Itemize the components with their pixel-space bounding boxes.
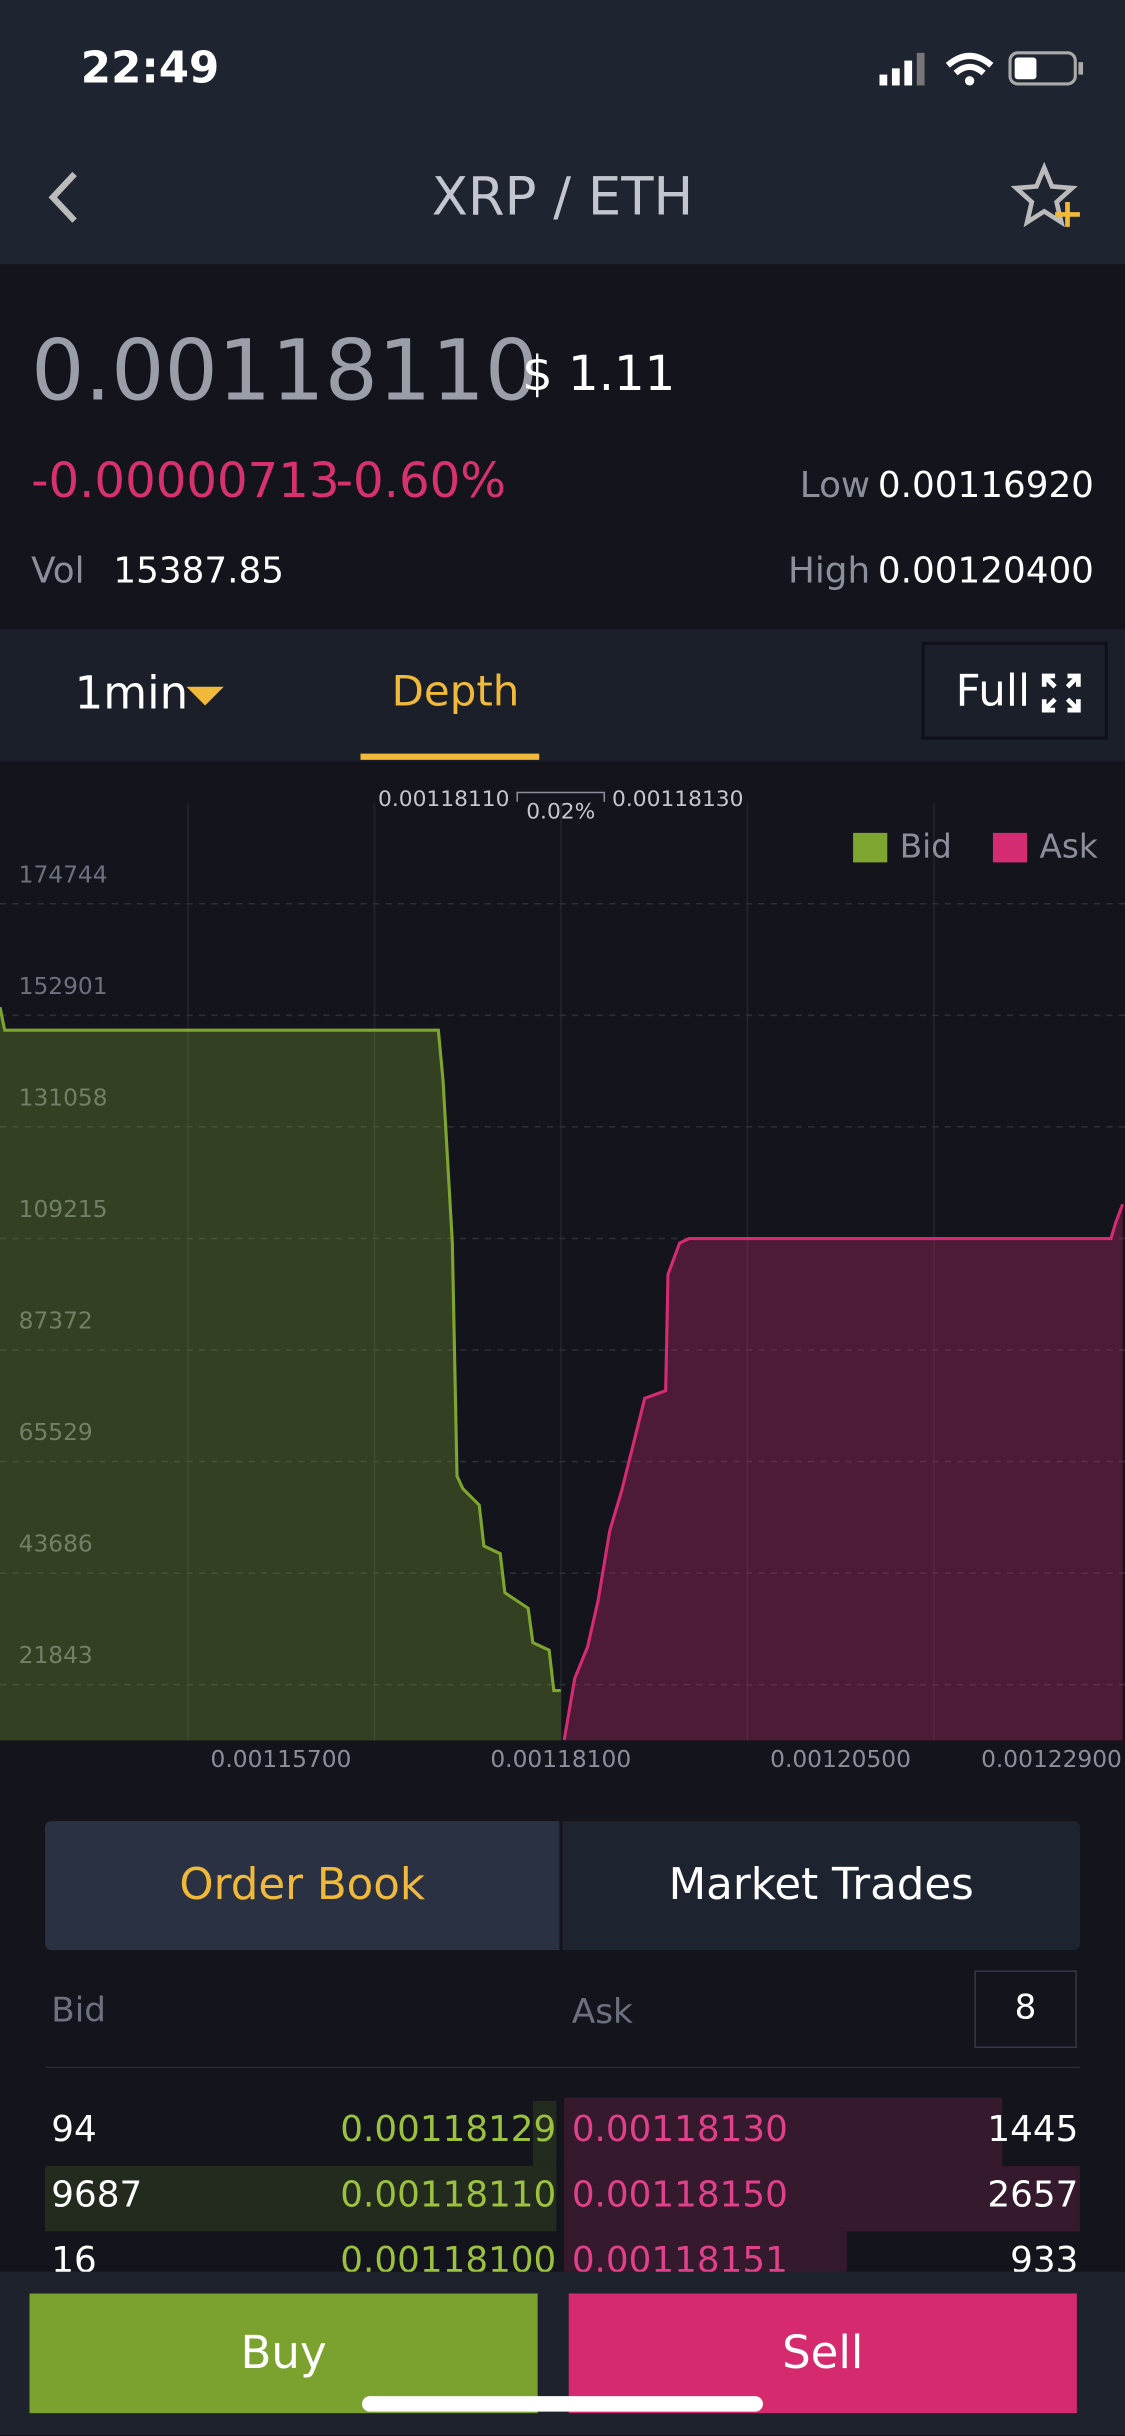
bid-qty: 9687 xyxy=(51,2175,143,2216)
legend-label: Ask xyxy=(1040,827,1098,865)
best-bid-label: 0.00118110 xyxy=(378,787,509,812)
order-book-tab[interactable] xyxy=(45,1821,560,1951)
bid-price: 0.00118129 xyxy=(340,2110,557,2151)
price-change-percent: -0.60% xyxy=(335,453,507,510)
back-button[interactable] xyxy=(44,168,91,230)
ask-depth-bar xyxy=(564,2231,847,2278)
tab-underline xyxy=(360,753,540,760)
last-price: 0.00118110 xyxy=(31,321,539,420)
legend-swatch xyxy=(992,832,1028,863)
low-label: Low xyxy=(799,466,871,507)
ask-depth-bar xyxy=(564,2166,1080,2232)
market-trades-label: Market Trades xyxy=(668,1858,974,1910)
y-tick-label: 152901 xyxy=(19,973,108,1000)
interval-tab[interactable]: 1min xyxy=(74,666,189,720)
y-tick-label: 21843 xyxy=(19,1642,93,1669)
bid-qty: 94 xyxy=(51,2110,97,2151)
x-tick-label: 0.00118100 xyxy=(490,1746,631,1773)
low-value: 0.00116920 xyxy=(877,466,1094,507)
status-icons xyxy=(879,51,1084,86)
divider xyxy=(45,2066,1080,2069)
ask-header: Ask xyxy=(571,1993,633,2033)
depth-line xyxy=(0,1006,561,1693)
y-tick-label: 131058 xyxy=(19,1084,108,1111)
bid-header: Bid xyxy=(51,1992,106,2031)
x-tick-label: 0.00120500 xyxy=(770,1746,911,1773)
x-tick-label: 0.00122900 xyxy=(981,1746,1122,1773)
status-time: 22:49 xyxy=(80,41,220,94)
pair-title: XRP / ETH xyxy=(431,166,694,229)
depth-tab[interactable]: Depth xyxy=(391,668,520,717)
vol-value: 15387.85 xyxy=(113,551,284,593)
order-book-label: Order Book xyxy=(179,1858,426,1910)
sell-button[interactable]: Sell xyxy=(568,2293,1077,2414)
y-tick-label: 87372 xyxy=(19,1308,93,1335)
fullscreen-icon xyxy=(1041,673,1081,713)
ask-qty: 2657 xyxy=(987,2175,1079,2216)
bid-depth-bar xyxy=(45,2166,557,2232)
best-ask-label: 0.00118130 xyxy=(612,787,743,812)
ask-depth-bar xyxy=(564,2097,1003,2167)
depth-line xyxy=(562,1203,1125,1741)
y-tick-label: 109215 xyxy=(19,1196,108,1223)
ask-qty: 1445 xyxy=(987,2110,1079,2151)
high-label: High xyxy=(788,551,871,593)
y-tick-label: 174744 xyxy=(19,861,108,888)
bid-price: 0.00118110 xyxy=(340,2175,557,2216)
favorite-button[interactable] xyxy=(1010,161,1085,230)
x-tick-label: 0.00115700 xyxy=(211,1746,352,1773)
ask-price: 0.00118130 xyxy=(571,2110,788,2151)
precision-selector[interactable]: 8 xyxy=(974,1970,1077,2049)
header-bg xyxy=(0,0,1125,265)
spread-bracket xyxy=(516,791,606,802)
depth-area xyxy=(564,1204,1123,1741)
bid-depth-bar xyxy=(532,2100,557,2167)
full-label: Full xyxy=(955,665,1031,717)
legend-swatch xyxy=(853,832,888,863)
depth-area xyxy=(0,1007,561,1741)
market-trades-tab[interactable] xyxy=(562,1821,1080,1951)
ask-price: 0.00118150 xyxy=(571,2175,788,2216)
spread-label: 0.02% xyxy=(526,800,595,825)
buy-button[interactable]: Buy xyxy=(29,2293,538,2414)
price-change: -0.00000713 xyxy=(31,453,340,510)
legend-label: Bid xyxy=(900,827,952,865)
usd-price: $ 1.11 xyxy=(522,346,676,403)
home-indicator xyxy=(362,2396,763,2412)
depth-chart: 21843 43686 65529 87372 109215 131058 152901 17… xyxy=(0,787,1125,1773)
y-tick-label: 65529 xyxy=(19,1419,93,1446)
full-button[interactable] xyxy=(921,641,1108,740)
dropdown-arrow xyxy=(186,686,224,706)
y-tick-label: 43686 xyxy=(19,1531,93,1558)
high-value: 0.00120400 xyxy=(877,551,1094,593)
vol-label: Vol xyxy=(31,551,85,593)
